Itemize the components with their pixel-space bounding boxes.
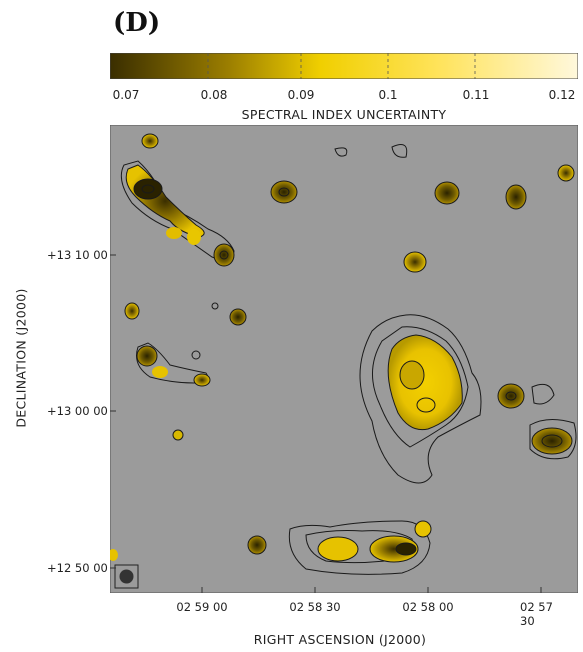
- colorbar-tick-1: 0.08: [200, 88, 228, 102]
- source-right-mid-1: [497, 383, 525, 409]
- radio-map: [110, 125, 578, 593]
- source-mid-small: [403, 251, 427, 273]
- beam-box: [114, 564, 139, 589]
- x-tick-label-3: 02 57 30: [520, 600, 553, 628]
- colorbar-title: SPECTRAL INDEX UNCERTAINTY: [241, 107, 447, 122]
- panel-label: (D): [113, 8, 161, 38]
- x-tick-label-2: 02 58 00: [402, 600, 454, 614]
- x-tick-label-0: 02 59 00: [176, 600, 228, 614]
- colorbar-tick-3: 0.1: [378, 88, 398, 102]
- colorbar-tick-0: 0.07: [112, 88, 140, 102]
- source-central-cluster: [359, 314, 482, 484]
- beam-ellipse: [119, 569, 134, 584]
- map-background: [110, 125, 578, 593]
- colorbar-tick-2: 0.09: [287, 88, 315, 102]
- source-top-right-2: [505, 184, 527, 210]
- source-left-mid: [136, 342, 211, 387]
- x-axis-title: RIGHT ASCENSION (J2000): [253, 632, 427, 647]
- source-top-left: [120, 160, 235, 267]
- y-tick-label-1: +13 00 00: [47, 404, 108, 418]
- source-bottom-small: [247, 535, 267, 555]
- colorbar: [109, 52, 579, 80]
- y-axis-title: DECLINATION (J2000): [13, 288, 29, 428]
- colorbar-tick-5: 0.12: [548, 88, 576, 102]
- source-top-right-3: [557, 164, 575, 182]
- source-top-right-1: [434, 181, 460, 205]
- colorbar-gradient: [109, 52, 579, 80]
- source-right-mid-2: [531, 427, 573, 455]
- y-tick-label-2: +12 50 00: [47, 561, 108, 575]
- source-top-mid: [270, 180, 298, 204]
- x-tick-label-1: 02 58 30: [289, 600, 341, 614]
- source-small-1: [141, 133, 159, 149]
- y-tick-label-0: +13 10 00: [47, 248, 108, 262]
- colorbar-tick-4: 0.11: [462, 88, 490, 102]
- source-bottom-extended: [288, 520, 432, 575]
